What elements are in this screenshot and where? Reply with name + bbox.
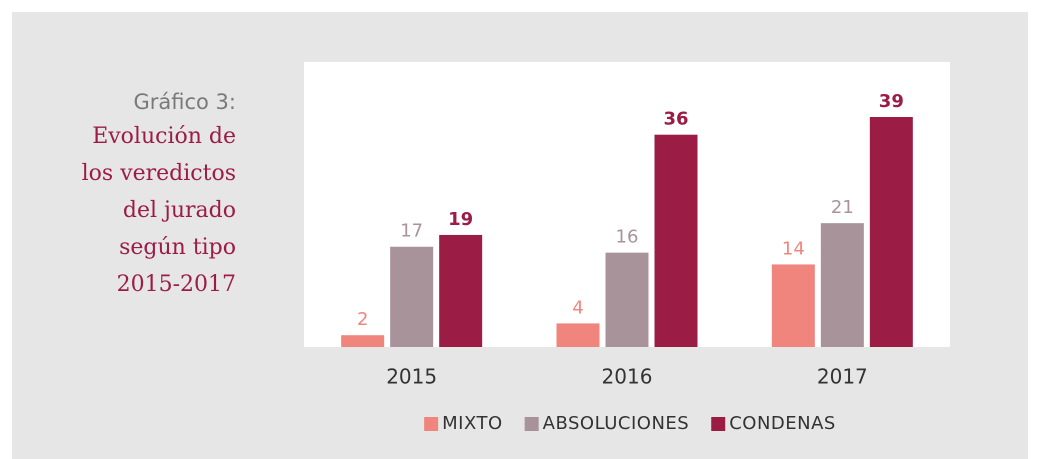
data-label: 19 (448, 209, 473, 230)
chart-subtitle: 2015-2017 (117, 272, 236, 297)
data-label: 17 (400, 221, 423, 242)
x-tick-label: 2016 (602, 365, 653, 389)
data-label: 14 (782, 238, 805, 259)
bar (341, 335, 385, 347)
legend-label: ABSOLUCIONES (543, 413, 690, 434)
legend-label: CONDENAS (729, 413, 836, 434)
data-label: 21 (831, 197, 854, 218)
bar (820, 223, 864, 347)
legend-swatch (424, 417, 439, 431)
data-label: 36 (663, 109, 688, 130)
chart-subtitle: del jurado (123, 198, 236, 223)
x-tick-label: 2015 (386, 365, 437, 389)
bar (605, 252, 649, 347)
bar (390, 246, 434, 347)
data-label: 4 (572, 297, 583, 318)
bar (439, 234, 483, 347)
bar (771, 264, 815, 347)
chart-subtitle: según tipo (119, 235, 236, 260)
data-label: 16 (616, 227, 639, 248)
bar (556, 323, 600, 347)
bar (654, 134, 698, 347)
data-label: 39 (879, 91, 904, 112)
chart-title: Gráfico 3: (133, 90, 236, 114)
legend-swatch (524, 417, 539, 431)
legend-swatch (711, 417, 726, 431)
data-label: 2 (357, 309, 368, 330)
chart-subtitle: los veredictos (82, 161, 236, 186)
x-tick-label: 2017 (817, 365, 868, 389)
bar (869, 117, 913, 347)
legend-label: MIXTO (442, 413, 503, 434)
chart-subtitle: Evolución de (92, 124, 236, 149)
